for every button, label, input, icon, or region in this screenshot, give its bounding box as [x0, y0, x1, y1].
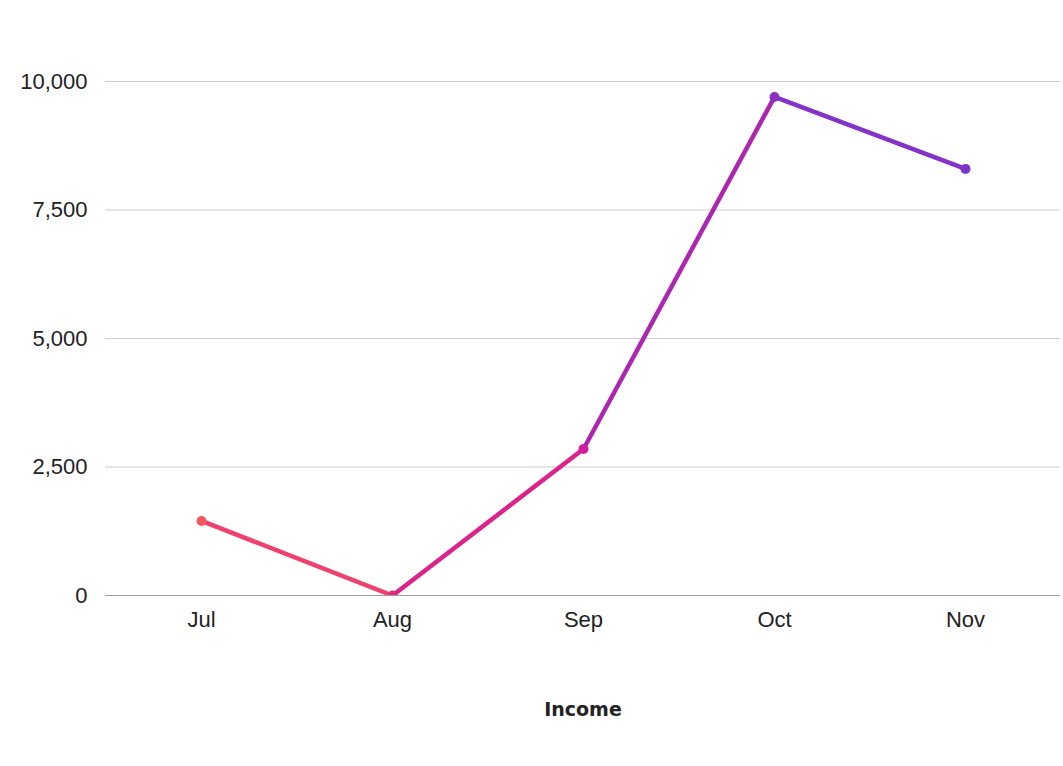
svg-text:Oct: Oct [757, 607, 791, 632]
svg-text:Sep: Sep [564, 607, 603, 632]
svg-text:Aug: Aug [373, 607, 412, 632]
svg-text:0: 0 [75, 583, 87, 608]
svg-text:Jul: Jul [187, 607, 215, 632]
svg-text:2,500: 2,500 [32, 454, 87, 479]
svg-text:5,000: 5,000 [32, 326, 87, 351]
svg-text:Nov: Nov [946, 607, 985, 632]
svg-text:Income: Income [544, 698, 622, 720]
svg-text:7,500: 7,500 [32, 197, 87, 222]
svg-text:10,000: 10,000 [20, 69, 87, 94]
